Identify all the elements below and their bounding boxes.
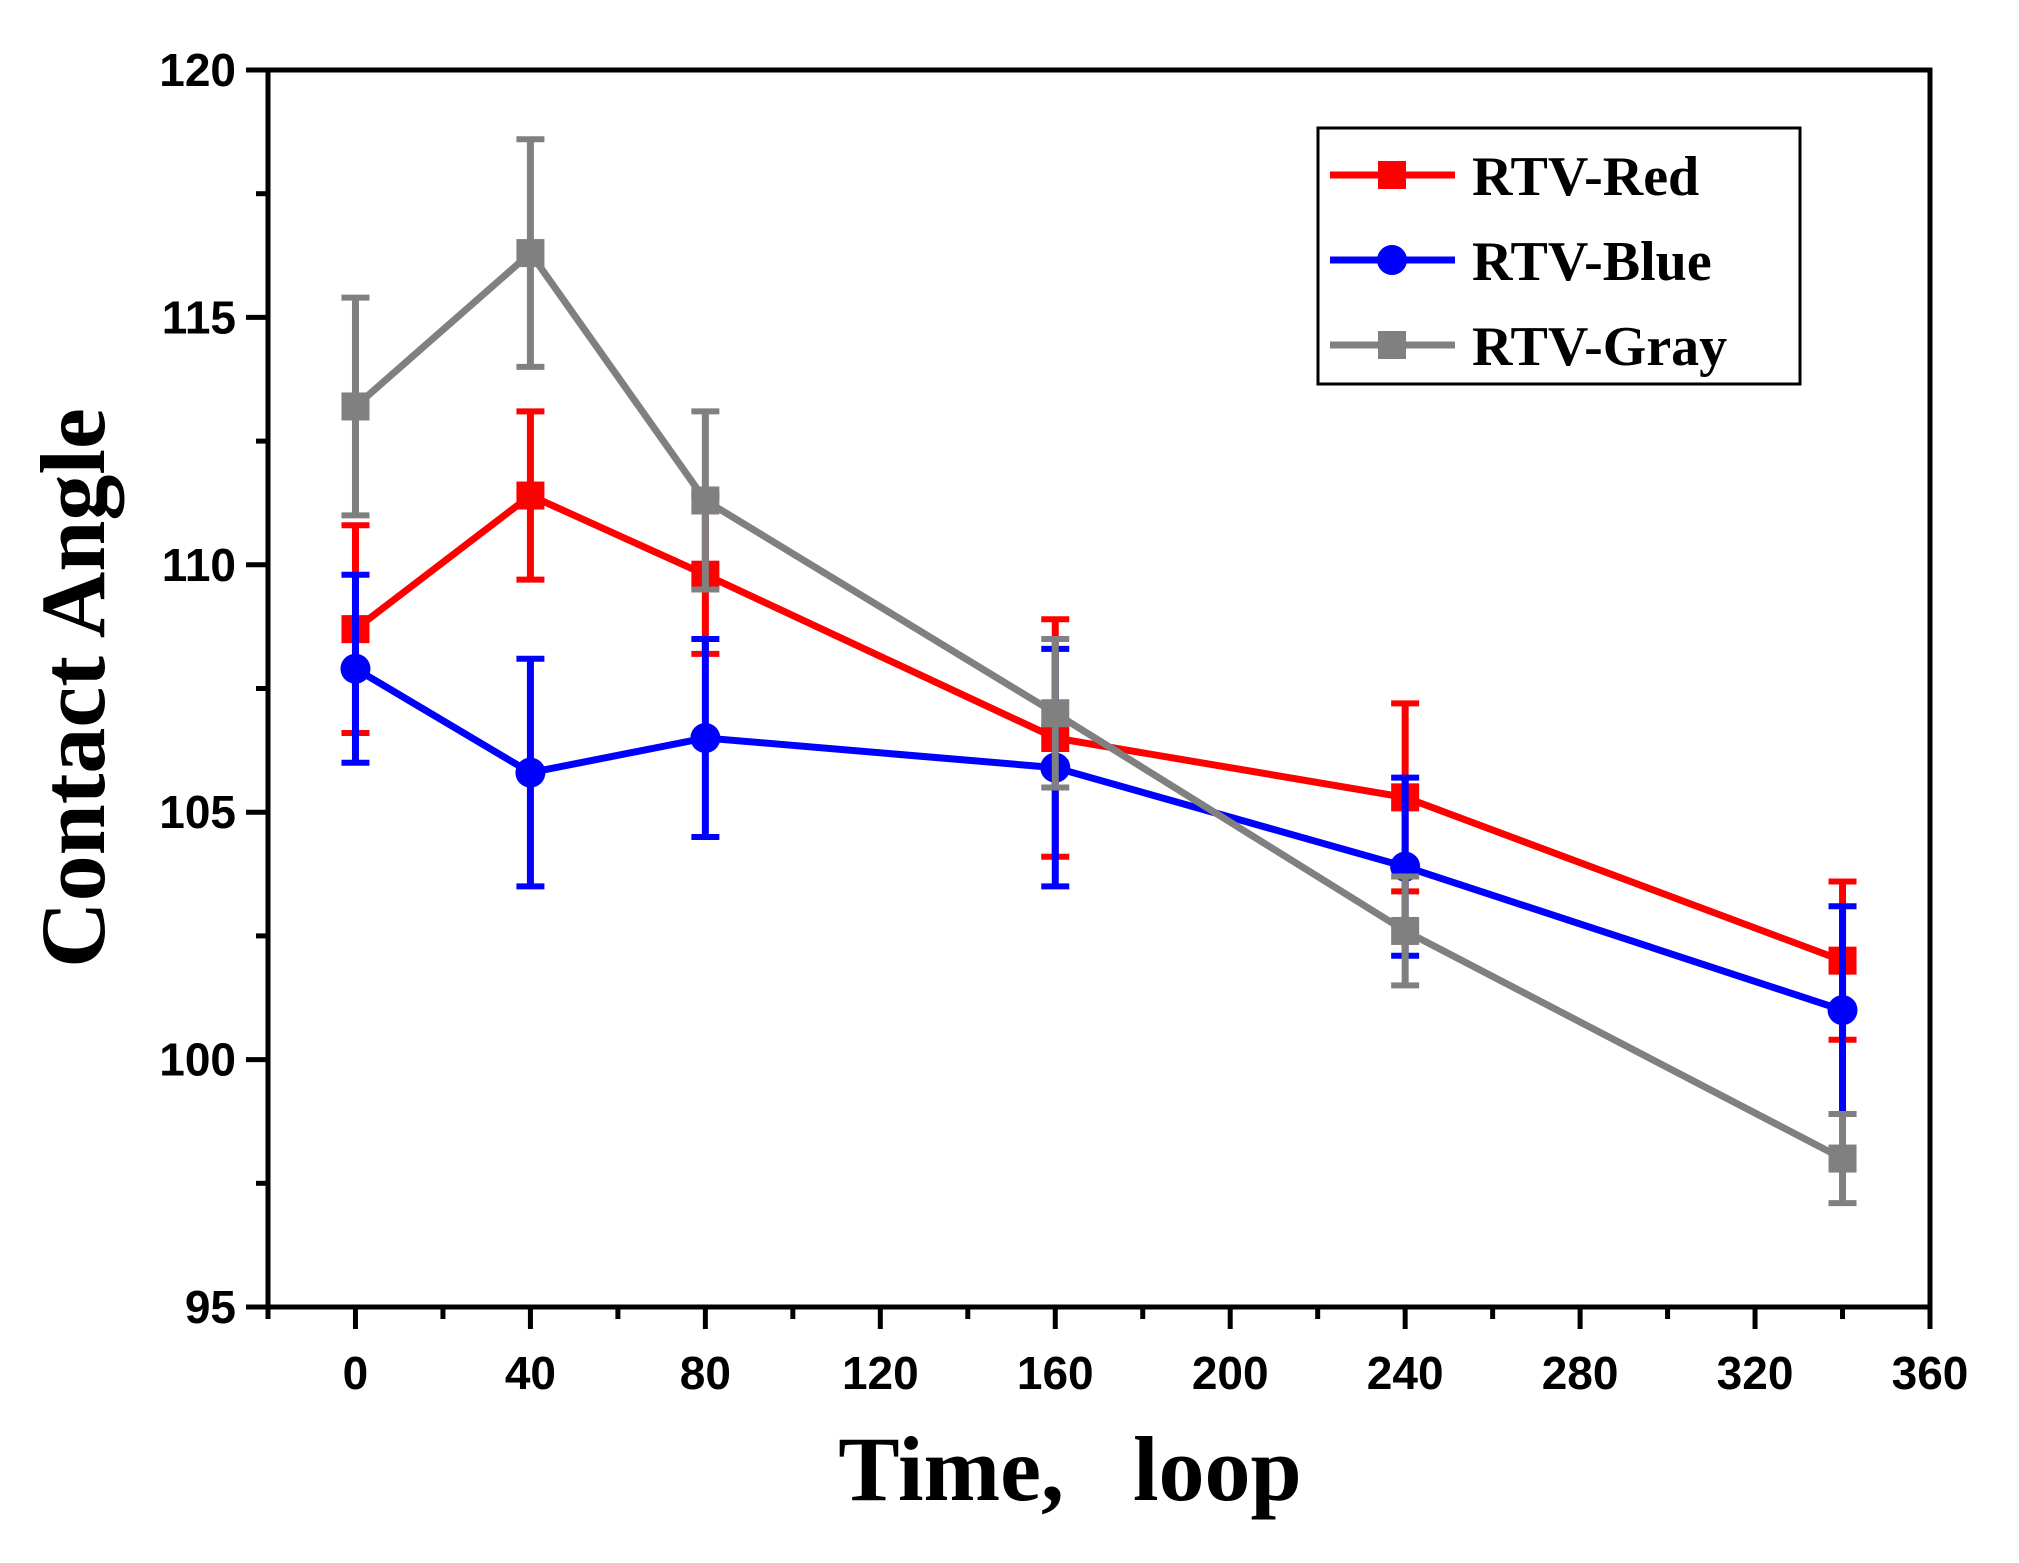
legend-items: RTV-Red RTV-Blue RTV-Gray xyxy=(1330,146,1727,378)
series-rtv-gray xyxy=(341,136,1857,1207)
series-line xyxy=(353,665,1844,1014)
y-tick-label: 105 xyxy=(159,786,236,838)
legend-item-rtv-gray: RTV-Gray xyxy=(1330,316,1727,378)
y-axis-title: Contact Angle xyxy=(22,408,124,968)
data-point xyxy=(691,486,720,515)
legend-label: RTV-Gray xyxy=(1472,316,1727,378)
x-tick-label: 240 xyxy=(1367,1347,1444,1399)
axis-tick-labels: 0 40 80 120 160 200 240 280 320 360 95 100 105 110 115… xyxy=(159,44,1968,1399)
x-axis-title: Time, loop xyxy=(838,1418,1301,1520)
y-tick-label: 100 xyxy=(159,1034,236,1086)
legend-marker xyxy=(1378,331,1406,359)
y-tick-label: 110 xyxy=(162,539,236,591)
series-line xyxy=(353,491,1844,964)
series-line xyxy=(353,247,1845,1162)
data-point xyxy=(515,757,546,788)
x-tick-label: 80 xyxy=(680,1347,731,1399)
legend-item-rtv-blue: RTV-Blue xyxy=(1330,231,1712,293)
y-tick-label: 120 xyxy=(159,44,236,96)
data-point xyxy=(516,481,545,510)
x-tick-label: 280 xyxy=(1542,1347,1619,1399)
x-tick-label: 0 xyxy=(343,1347,369,1399)
legend-label: RTV-Blue xyxy=(1472,231,1712,293)
legend-marker xyxy=(1377,245,1407,275)
axis-ticks xyxy=(246,67,1933,1329)
x-tick-label: 320 xyxy=(1717,1347,1794,1399)
data-point xyxy=(690,722,721,753)
x-tick-label: 160 xyxy=(1017,1347,1094,1399)
legend-label: RTV-Red xyxy=(1472,146,1699,208)
data-point xyxy=(340,653,371,684)
legend: RTV-Red RTV-Blue RTV-Gray xyxy=(1316,126,1802,386)
data-point xyxy=(1041,699,1070,728)
series-layer xyxy=(340,136,1858,1207)
data-point xyxy=(516,239,545,268)
legend-marker xyxy=(1378,161,1406,189)
y-tick-label: 115 xyxy=(162,291,236,343)
data-point xyxy=(1391,916,1420,945)
x-tick-label: 360 xyxy=(1892,1347,1969,1399)
series-rtv-red xyxy=(341,408,1857,1043)
legend-item-rtv-red: RTV-Red xyxy=(1330,146,1699,208)
x-tick-label: 40 xyxy=(505,1347,556,1399)
data-point xyxy=(1827,995,1858,1026)
x-tick-label: 120 xyxy=(842,1347,919,1399)
data-point xyxy=(341,392,370,421)
y-tick-label: 95 xyxy=(185,1281,236,1333)
x-tick-label: 200 xyxy=(1192,1347,1269,1399)
data-point xyxy=(1828,1144,1857,1173)
series-rtv-blue xyxy=(340,571,1858,1118)
